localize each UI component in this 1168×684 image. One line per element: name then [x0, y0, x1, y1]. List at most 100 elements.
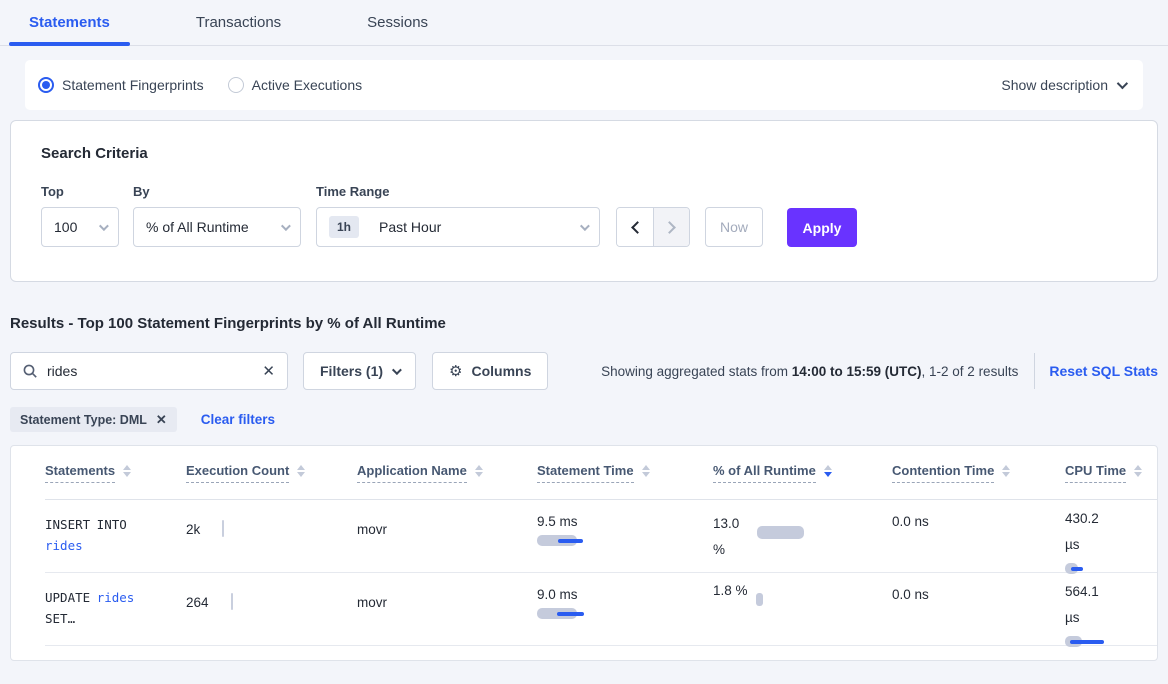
statement-fingerprint: INSERT INTO rides [45, 517, 127, 554]
chevron-down-icon [98, 220, 109, 231]
sort-icon[interactable] [823, 464, 832, 477]
contention-time-cell: 0.0 ns [892, 514, 929, 529]
filters-label: Filters (1) [320, 363, 384, 379]
contention-time-cell: 0.0 ns [892, 587, 929, 602]
divider [1034, 353, 1036, 389]
column-header-execution-count[interactable]: Execution Count [186, 463, 357, 483]
sort-icon[interactable] [641, 464, 650, 477]
columns-label: Columns [471, 363, 532, 379]
top-tabbar: Statements Transactions Sessions [0, 0, 1168, 46]
search-criteria-title: Search Criteria [41, 145, 148, 162]
by-select[interactable]: % of All Runtime [133, 207, 301, 247]
remove-filter-icon[interactable]: ✕ [155, 411, 167, 427]
cpu-time-cell: 430.2 µs [1065, 500, 1157, 575]
search-box[interactable]: ✕ [10, 352, 288, 390]
chevron-down-icon [579, 220, 590, 231]
pct-runtime-bar [757, 526, 804, 539]
execution-count-bar [222, 520, 225, 537]
statement-time-cell: 9.5 ms [537, 500, 713, 572]
view-toggle-card: Statement Fingerprints Active Executions… [25, 60, 1143, 110]
column-header-application-name[interactable]: Application Name [357, 463, 537, 483]
statements-table: Statements Execution Count Application N… [10, 445, 1158, 661]
time-range-value: Past Hour [379, 219, 442, 235]
radio-statement-fingerprints[interactable]: Statement Fingerprints [38, 77, 204, 93]
show-description-toggle[interactable]: Show description [1001, 77, 1129, 93]
clear-filters-link[interactable]: Clear filters [200, 412, 276, 427]
columns-button[interactable]: ⚙ Columns [432, 352, 549, 390]
chevron-right-icon [663, 220, 676, 234]
top-select[interactable]: 100 [41, 207, 119, 247]
time-range-arrows [616, 207, 690, 247]
cpu-time-bar [1065, 562, 1157, 575]
sort-icon[interactable] [1002, 464, 1011, 477]
search-input[interactable] [47, 363, 253, 379]
by-field: By % of All Runtime [133, 184, 301, 247]
clear-search-icon[interactable]: ✕ [262, 362, 275, 380]
filter-chip-statement-type[interactable]: Statement Type: DML ✕ [10, 407, 177, 432]
table-row[interactable]: UPDATE rides SET… 264 movr 9.0 ms 1.8 % … [45, 573, 1157, 648]
sort-icon[interactable] [1134, 464, 1143, 477]
statement-time-bar [537, 607, 713, 620]
previous-time-range-button[interactable] [617, 208, 653, 246]
statement-fingerprint: UPDATE rides SET… [45, 590, 135, 627]
aggregated-stats-status: Showing aggregated stats from 14:00 to 1… [601, 363, 1019, 379]
column-header-statement-time[interactable]: Statement Time [537, 463, 713, 483]
search-criteria-card: Search Criteria Top 100 By % of All Runt… [10, 120, 1158, 282]
radio-icon [227, 77, 244, 93]
tab-transactions[interactable]: Transactions [195, 14, 282, 31]
sort-icon[interactable] [297, 464, 306, 477]
tab-sessions[interactable]: Sessions [367, 14, 429, 31]
filter-chip-label: Statement Type: DML [20, 412, 147, 427]
cpu-time-bar [1065, 635, 1157, 648]
chevron-down-icon [391, 364, 402, 375]
tab-statements[interactable]: Statements [9, 0, 130, 46]
statement-link[interactable]: rides [96, 590, 135, 605]
filters-button[interactable]: Filters (1) [303, 352, 417, 390]
statement-link[interactable]: rides [45, 538, 83, 554]
time-range-field: Time Range 1h Past Hour [316, 184, 600, 247]
column-header-statements[interactable]: Statements [45, 463, 186, 483]
pct-runtime-bar [755, 593, 763, 606]
search-icon [23, 364, 37, 378]
column-header-contention-time[interactable]: Contention Time [892, 463, 1065, 483]
reset-sql-stats-link[interactable]: Reset SQL Stats [1049, 363, 1158, 379]
sort-icon[interactable] [474, 464, 483, 477]
table-header-row: Statements Execution Count Application N… [45, 446, 1157, 500]
time-range-label: Time Range [316, 184, 390, 199]
now-button[interactable]: Now [705, 207, 763, 247]
show-description-label: Show description [1001, 77, 1108, 93]
application-name-cell: movr [357, 595, 387, 610]
chevron-down-icon [1116, 77, 1129, 90]
radio-active-executions[interactable]: Active Executions [227, 77, 363, 93]
top-label: Top [41, 184, 64, 199]
radio-label: Active Executions [251, 77, 363, 93]
table-row[interactable]: INSERT INTO rides 2k movr 9.5 ms 13.0 % … [45, 500, 1157, 575]
column-header--of-all-runtime[interactable]: % of All Runtime [713, 463, 892, 483]
by-label: By [133, 184, 150, 199]
statement-time-bar [537, 534, 713, 547]
radio-icon [38, 77, 54, 93]
cpu-time-cell: 564.1 µs [1065, 573, 1157, 648]
execution-count-bar [230, 593, 233, 610]
apply-button[interactable]: Apply [787, 208, 857, 247]
execution-count-cell: 2k [186, 500, 357, 572]
radio-label: Statement Fingerprints [62, 77, 204, 93]
top-select-value: 100 [54, 219, 78, 235]
chevron-down-icon [280, 220, 291, 231]
top-field: Top 100 [41, 184, 119, 247]
results-toolbar: ✕ Filters (1) ⚙ Columns Showing aggregat… [10, 352, 1158, 390]
sort-icon[interactable] [123, 464, 132, 477]
statement-time-cell: 9.0 ms [537, 573, 713, 645]
gear-icon: ⚙ [449, 362, 463, 380]
filter-chips-row: Statement Type: DML ✕ Clear filters [10, 407, 1168, 432]
application-name-cell: movr [357, 522, 387, 537]
time-range-badge: 1h [329, 216, 360, 238]
pct-runtime-cell: 13.0 % [713, 500, 892, 572]
time-range-select[interactable]: 1h Past Hour [316, 207, 600, 247]
results-heading: Results - Top 100 Statement Fingerprints… [10, 315, 446, 332]
next-time-range-button[interactable] [653, 208, 689, 246]
column-header-cpu-time[interactable]: CPU Time [1065, 463, 1157, 483]
by-select-value: % of All Runtime [146, 219, 249, 235]
execution-count-cell: 264 [186, 573, 357, 645]
chevron-left-icon [630, 220, 644, 234]
